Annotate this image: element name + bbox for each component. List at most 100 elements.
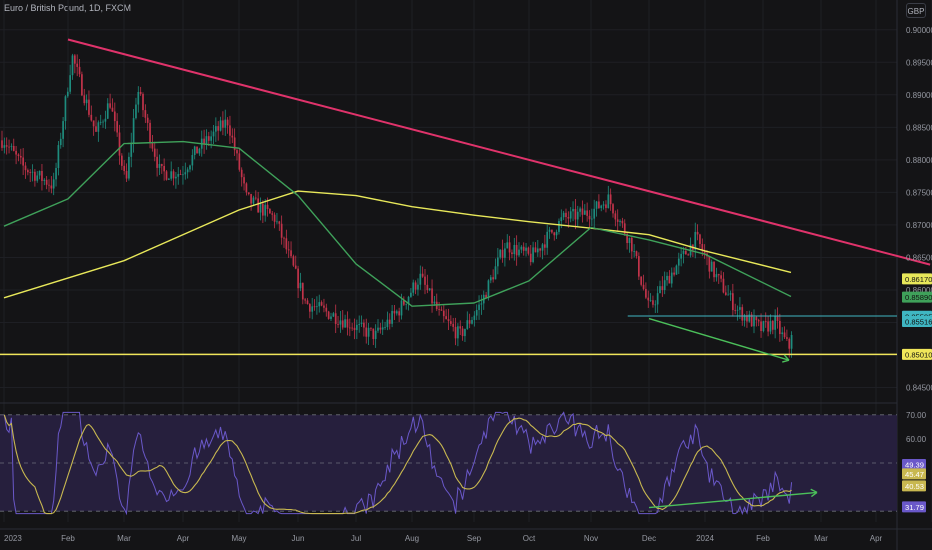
candle-body [614,213,617,220]
candle-body [74,55,76,64]
candle-body [663,280,666,290]
candle-body [677,258,680,266]
candle-body [52,179,55,189]
candle-body [278,221,281,224]
candle-body [90,114,93,121]
candle-body [5,145,8,147]
candle-body [501,249,504,258]
rsi-value-label: 31.79 [902,501,926,513]
candle-body [464,328,466,337]
candle-body [536,248,539,253]
candle-body [168,178,170,180]
price-label-text: 0.86170 [905,275,932,284]
time-tick-label: 2024 [696,534,714,543]
candle-body [544,244,546,248]
candle-body [271,213,274,215]
time-tick-label: Oct [523,534,536,543]
candle-body [106,103,109,119]
candle-body [560,217,563,222]
time-tick-label: Dec [642,534,656,543]
candle-body [534,247,537,253]
price-label: 0.85890 [902,291,932,303]
rsi-divergence-arrow-shaft [648,491,818,509]
candle-body [254,197,257,199]
candle-body [163,165,165,172]
candle-body [36,175,39,181]
candle-body [360,322,363,324]
time-tick-label: Jun [292,534,305,543]
candle-body [287,249,290,251]
candle-body [1,140,3,148]
candle-body [398,311,400,316]
candle-body [480,303,483,305]
candle-body [640,276,643,285]
candle-body [111,107,114,112]
candle-body [473,315,476,320]
candle-body [142,93,144,111]
candle-body [447,319,450,322]
candle-body [198,148,201,154]
candle-body [99,121,102,123]
candle-body [708,256,711,272]
candle-body [325,307,328,312]
candle-body [581,208,584,215]
candle-body [621,220,624,224]
candle-body [685,250,687,255]
candle-body [153,148,156,157]
candle-body [10,145,13,147]
candle-body [619,220,621,222]
candle-body [66,91,69,97]
candle-body [205,136,208,144]
candle-body [525,247,527,251]
candle-body [572,208,574,212]
candle-body [224,119,227,128]
candle-body [722,278,725,293]
rsi-ma-line [3,414,792,515]
candle-body [207,136,210,141]
candle-body [628,237,631,244]
candle-body [203,138,205,144]
candle-body [591,218,593,220]
candle-body [452,323,455,327]
time-tick-label: Jul [351,534,361,543]
candle-body [407,296,410,304]
candle-body [318,302,321,307]
candle-body [85,99,88,104]
currency-button[interactable]: GBP [906,3,926,18]
candle-body [424,276,426,285]
candle-body [104,118,107,122]
rsi-value-label: 49.39 [902,458,926,470]
candle-body [506,242,509,249]
candle-body [438,309,440,310]
candle-body [790,335,793,349]
candle-body [661,286,664,290]
candle-body [247,192,250,195]
candle-body [233,137,236,151]
candle-body [466,320,469,329]
candle-body [645,288,647,298]
candle-body [729,293,732,295]
candle-body [471,319,473,324]
candle-body [478,304,480,310]
candle-body [137,91,140,105]
candle-body [264,204,267,216]
price-label-text: 0.85890 [905,293,932,302]
candle-body [576,211,579,220]
candle-body [48,184,50,186]
price-divergence-arrow [648,317,790,363]
candle-body [19,155,22,158]
candle-body [170,171,173,179]
candle-body [771,320,774,330]
candle-body [165,171,168,180]
candle-body [391,310,393,324]
candle-body [217,126,220,131]
candle-body [311,306,314,312]
rsi-tick-label: 60.00 [906,435,927,444]
candle-body [562,212,565,218]
candle-body [370,327,372,329]
candle-body [717,274,720,276]
candle-body [151,142,154,149]
